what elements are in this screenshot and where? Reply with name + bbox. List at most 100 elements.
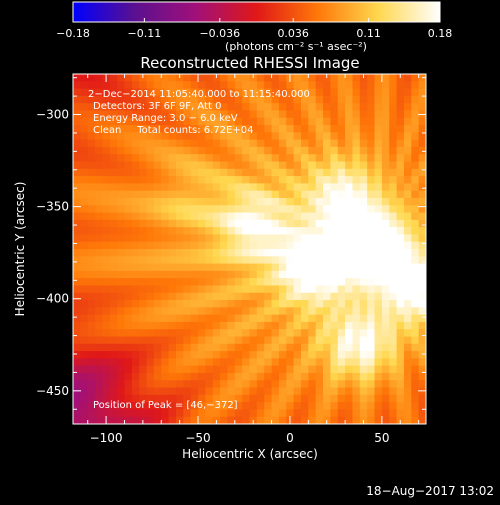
image-pixel [352, 372, 361, 381]
image-pixel [161, 212, 170, 221]
image-pixel [220, 219, 229, 228]
image-pixel [418, 190, 426, 199]
image-pixel [242, 74, 251, 82]
image-pixel [146, 307, 155, 316]
image-pixel [87, 117, 96, 126]
image-pixel [411, 292, 420, 301]
image-pixel [315, 176, 324, 184]
image-pixel [264, 256, 273, 265]
image-pixel [175, 343, 184, 352]
annotation-energy-range: Energy Range: 3.0 − 6.0 keV [93, 113, 238, 124]
image-pixel [300, 416, 309, 424]
image-pixel [153, 234, 162, 243]
image-pixel [234, 74, 243, 82]
image-pixel [271, 81, 280, 90]
image-pixel [308, 227, 317, 236]
image-pixel [278, 300, 287, 308]
image-pixel [131, 117, 140, 126]
image-pixel [102, 256, 111, 265]
image-pixel [198, 183, 206, 192]
image-pixel [234, 329, 243, 338]
image-pixel [271, 402, 280, 411]
colorbar: −0.18 −0.11 −0.036 0.036 0.11 0.18 (photons c… [56, 1, 452, 53]
image-pixel [411, 154, 420, 163]
image-pixel [367, 358, 376, 367]
image-pixel [278, 387, 287, 396]
image-pixel [168, 227, 177, 236]
image-pixel [146, 365, 155, 374]
image-pixel [242, 132, 251, 141]
image-pixel [271, 409, 280, 418]
image-pixel [153, 88, 162, 97]
image-pixel [102, 292, 111, 301]
image-pixel [330, 358, 339, 367]
image-pixel [131, 227, 140, 236]
image-pixel [153, 358, 162, 367]
image-pixel [315, 351, 324, 359]
image-pixel [131, 416, 140, 424]
image-pixel [411, 227, 420, 236]
image-pixel [124, 227, 133, 236]
image-pixel [359, 183, 368, 192]
x-tick-label: 50 [374, 431, 389, 445]
image-pixel [256, 321, 265, 330]
image-pixel [131, 95, 140, 104]
image-pixel [374, 88, 383, 97]
image-pixel [330, 249, 339, 257]
image-pixel [389, 227, 398, 236]
image-pixel [249, 249, 258, 257]
image-pixel [131, 88, 140, 97]
image-pixel [139, 212, 148, 221]
image-pixel [345, 394, 354, 403]
image-pixel [271, 212, 280, 221]
image-pixel [131, 336, 140, 345]
image-pixel [227, 365, 236, 374]
image-pixel [168, 234, 177, 243]
image-pixel [403, 132, 412, 141]
image-pixel [124, 256, 133, 265]
colorbar-tick-label: −0.036 [199, 27, 240, 40]
image-pixel [249, 256, 258, 265]
image-pixel [153, 278, 162, 287]
image-pixel [396, 88, 405, 97]
image-pixel [315, 402, 324, 411]
image-pixel [168, 103, 177, 112]
image-pixel [124, 219, 133, 228]
image-pixel [168, 372, 177, 381]
image-pixel [367, 125, 376, 133]
image-pixel [124, 292, 133, 301]
image-pixel [198, 190, 206, 199]
image-pixel [190, 146, 199, 155]
image-pixel [308, 329, 317, 338]
image-pixel [367, 365, 376, 374]
image-pixel [124, 146, 133, 155]
image-pixel [418, 88, 426, 97]
image-pixel [190, 219, 199, 228]
image-pixel [87, 351, 96, 359]
image-pixel [183, 190, 192, 199]
image-pixel [175, 219, 184, 228]
image-pixel [249, 358, 258, 367]
image-pixel [131, 365, 140, 374]
image-pixel [374, 227, 383, 236]
image-pixel [345, 212, 354, 221]
image-pixel [131, 394, 140, 403]
image-pixel [411, 168, 420, 177]
image-pixel [330, 307, 339, 316]
image-pixel [175, 365, 184, 374]
image-pixel [381, 219, 390, 228]
image-pixel [161, 88, 170, 97]
image-pixel [220, 343, 229, 352]
image-pixel [109, 197, 118, 206]
image-pixel [95, 249, 104, 257]
image-pixel [183, 387, 192, 396]
image-pixel [359, 197, 368, 206]
image-pixel [102, 351, 111, 359]
image-pixel [117, 336, 126, 345]
image-pixel [389, 416, 398, 424]
image-pixel [80, 125, 89, 133]
image-pixel [323, 219, 331, 228]
image-pixel [131, 314, 140, 323]
image-pixel [374, 81, 383, 90]
